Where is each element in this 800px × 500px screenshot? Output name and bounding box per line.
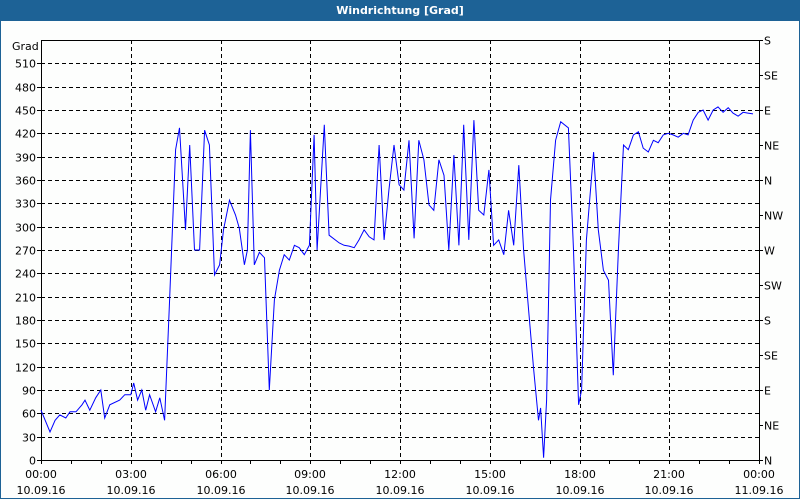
y-tick-label: 240 <box>15 268 36 281</box>
y-tick-label: 90 <box>22 385 36 398</box>
compass-tick-label: SW <box>764 280 782 293</box>
x-tick-date: 10.09.16 <box>645 484 694 497</box>
y-tick-label: 360 <box>15 175 36 188</box>
y-tick-label: 270 <box>15 245 36 258</box>
y-tick-label: 330 <box>15 198 36 211</box>
x-tick-time: 06:00 <box>205 468 237 481</box>
x-tick-date: 10.09.16 <box>376 484 425 497</box>
x-tick-time: 15:00 <box>474 468 506 481</box>
x-tick-date: 10.09.16 <box>466 484 515 497</box>
y-tick-label: 300 <box>15 222 36 235</box>
x-tick-time: 21:00 <box>653 468 685 481</box>
y-tick-label: 30 <box>22 432 36 445</box>
y-tick-label: 420 <box>15 128 36 141</box>
y-tick-label: 180 <box>15 315 36 328</box>
x-tick-time: 18:00 <box>564 468 596 481</box>
y-tick-label: 0 <box>29 455 36 468</box>
x-tick-date: 11.09.16 <box>735 484 784 497</box>
y-axis-label: Grad <box>12 40 39 53</box>
y-tick-label: 210 <box>15 292 36 305</box>
x-tick-date: 10.09.16 <box>107 484 156 497</box>
compass-tick-label: E <box>764 105 771 118</box>
compass-tick-label: S <box>764 35 771 48</box>
y-tick-label: 150 <box>15 338 36 351</box>
x-tick-date: 10.09.16 <box>556 484 605 497</box>
y-tick-label: 120 <box>15 362 36 375</box>
x-tick-time: 00:00 <box>25 468 57 481</box>
compass-tick-label: SE <box>764 70 778 83</box>
x-tick-time: 00:00 <box>743 468 775 481</box>
compass-tick-label: NE <box>764 140 779 153</box>
y-tick-label: 480 <box>15 82 36 95</box>
compass-tick-label: NW <box>764 210 783 223</box>
compass-tick-label: W <box>764 245 775 258</box>
x-tick-date: 10.09.16 <box>286 484 335 497</box>
x-tick-date: 10.09.16 <box>17 484 66 497</box>
compass-tick-label: S <box>764 315 771 328</box>
compass-tick-label: E <box>764 385 771 398</box>
x-tick-time: 03:00 <box>115 468 147 481</box>
compass-tick-label: N <box>764 175 772 188</box>
compass-tick-label: N <box>764 455 772 468</box>
compass-tick-label: SE <box>764 350 778 363</box>
compass-tick-label: NE <box>764 420 779 433</box>
x-tick-time: 12:00 <box>384 468 416 481</box>
y-tick-label: 510 <box>15 58 36 71</box>
wind-direction-line <box>40 106 754 458</box>
window-title: Windrichtung [Grad] <box>0 0 800 21</box>
y-tick-label: 450 <box>15 105 36 118</box>
plot-frame <box>41 40 760 461</box>
y-tick-label: 60 <box>22 408 36 421</box>
y-tick-label: 390 <box>15 152 36 165</box>
x-tick-time: 09:00 <box>294 468 326 481</box>
x-tick-date: 10.09.16 <box>197 484 246 497</box>
